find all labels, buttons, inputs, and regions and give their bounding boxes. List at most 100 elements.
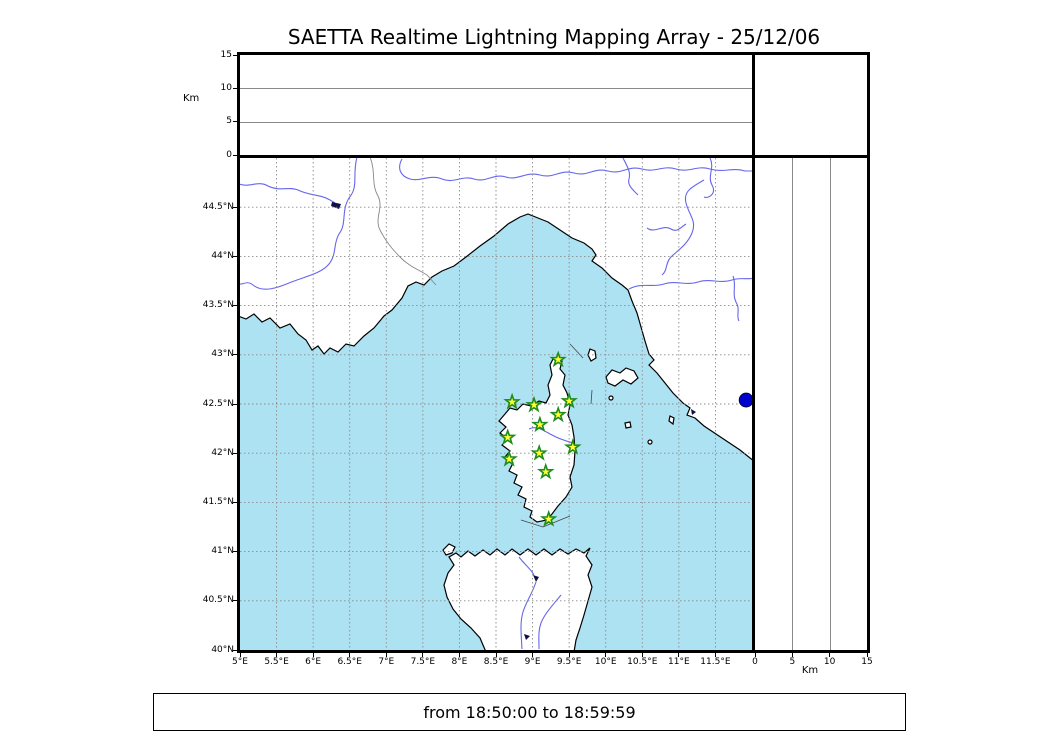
named-lakes-layer: [738, 392, 752, 408]
altitude-tick-mark: [829, 653, 831, 657]
landmass-layer: [240, 158, 752, 650]
lat-tick-mark: [233, 600, 237, 602]
altitude-axis-label-left: Km: [183, 93, 200, 104]
maritime-boundary-layer: [520, 343, 593, 528]
altitude-gridline: [240, 88, 752, 90]
lat-tick-mark: [233, 501, 237, 503]
altitude-tick-mark: [754, 653, 756, 657]
lat-tick-label: 40°N: [211, 644, 234, 655]
asinara-island: [442, 543, 456, 556]
lat-tick-label: 41°N: [211, 546, 234, 557]
lon-tick-mark: [641, 653, 643, 657]
geographic-map: [240, 158, 752, 650]
altitude-tick-mark: [233, 87, 237, 89]
lon-tick-label: 10°E: [594, 657, 617, 667]
lat-tick-label: 42.5°N: [202, 398, 234, 409]
altitude-axis-label-bottom: Km: [801, 665, 819, 676]
mainland-coast: [240, 158, 752, 461]
lat-tick-mark: [233, 255, 237, 257]
lma-station-marker: [498, 428, 517, 445]
lon-tick-mark: [312, 653, 314, 657]
lon-tick-label: 5.5°E: [264, 657, 289, 667]
altitude-tick-mark: [866, 653, 868, 657]
altitude-tick-mark: [791, 653, 793, 657]
lon-tick-mark: [678, 653, 680, 657]
lma-station-marker: [563, 438, 582, 455]
lake-serre-poncon: [331, 202, 341, 209]
altitude-tick-label: 5: [226, 116, 232, 127]
altitude-gridline: [240, 121, 752, 123]
lon-tick-label: 9°E: [524, 657, 541, 667]
altitude-tick-label: 10: [823, 657, 836, 667]
lon-tick-label: 11.5°E: [700, 657, 731, 667]
lat-tick-label: 43.5°N: [202, 300, 234, 311]
elba-island: [605, 367, 639, 387]
lon-tick-label: 6.5°E: [337, 657, 362, 667]
sardinia-lake-2: [524, 634, 530, 640]
lat-tick-label: 42°N: [211, 447, 234, 458]
lat-tick-mark: [233, 452, 237, 454]
rivers-layer: [240, 158, 752, 650]
lon-tick-mark: [276, 653, 278, 657]
lon-tick-label: 7°E: [378, 657, 395, 667]
lat-tick-mark: [233, 354, 237, 356]
lon-tick-mark: [532, 653, 534, 657]
altitude-tick-label: 5: [789, 657, 796, 667]
lon-tick-label: 6°E: [305, 657, 322, 667]
time-range-text: from 18:50:00 to 18:59:59: [423, 702, 636, 722]
lat-tick-mark: [233, 551, 237, 553]
lat-tick-mark: [233, 403, 237, 405]
lma-station-marker: [525, 395, 543, 413]
lon-tick-mark: [422, 653, 424, 657]
altitude-tick-label: 10: [220, 82, 232, 93]
lat-tick-label: 43°N: [211, 349, 234, 360]
lon-tick-mark: [714, 653, 716, 657]
lat-tick-mark: [233, 649, 237, 651]
lake-bolsena: [738, 392, 752, 408]
lon-tick-mark: [605, 653, 607, 657]
altitude-tick-mark: [233, 154, 237, 156]
lon-tick-mark: [239, 653, 241, 657]
country-border-layer: [369, 158, 437, 286]
altitude-tick-label: 0: [226, 149, 232, 160]
giglio-island: [668, 415, 675, 426]
altitude-gridline: [792, 158, 794, 650]
lon-tick-label: 7.5°E: [410, 657, 436, 667]
map-gridlines: [240, 158, 752, 650]
montecristo-island: [647, 439, 653, 445]
lma-station-marker: [539, 509, 558, 527]
altitude-tick-label: 0: [752, 657, 758, 667]
altitude-latitude-panel: [755, 158, 867, 650]
lma-station-marker: [560, 391, 578, 409]
lma-station-marker: [500, 449, 518, 467]
lon-tick-mark: [568, 653, 570, 657]
lon-tick-label: 8°E: [451, 657, 468, 667]
lma-station-marker: [549, 350, 567, 368]
lat-tick-label: 44°N: [211, 250, 234, 261]
altitude-longitude-panel: [240, 55, 752, 155]
time-range-box: from 18:50:00 to 18:59:59: [153, 693, 906, 731]
lon-tick-mark: [458, 653, 460, 657]
lat-tick-mark: [233, 305, 237, 307]
lon-tick-label: 9.5°E: [556, 657, 582, 667]
gorgona-island: [608, 395, 614, 401]
altitude-tick-label: 15: [220, 49, 232, 60]
altitude-tick-label: 15: [861, 657, 873, 667]
lat-tick-label: 40.5°N: [202, 595, 234, 606]
lon-tick-mark: [385, 653, 387, 657]
sardinia-coast: [443, 547, 593, 650]
lma-station-marker: [549, 405, 567, 423]
pianosa-island: [624, 421, 632, 429]
lma-stations-layer: [498, 350, 582, 527]
lon-tick-mark: [349, 653, 351, 657]
lon-tick-mark: [495, 653, 497, 657]
lat-tick-label: 44.5°N: [202, 201, 234, 212]
lon-tick-label: 10.5°E: [627, 657, 658, 667]
small-lakes-layer: [331, 202, 696, 640]
lon-tick-label: 8.5°E: [483, 657, 509, 667]
sardinia-lake-1: [533, 575, 539, 582]
lma-station-marker: [503, 392, 521, 410]
altitude-tick-mark: [233, 121, 237, 123]
lat-tick-label: 41.5°N: [202, 496, 234, 507]
